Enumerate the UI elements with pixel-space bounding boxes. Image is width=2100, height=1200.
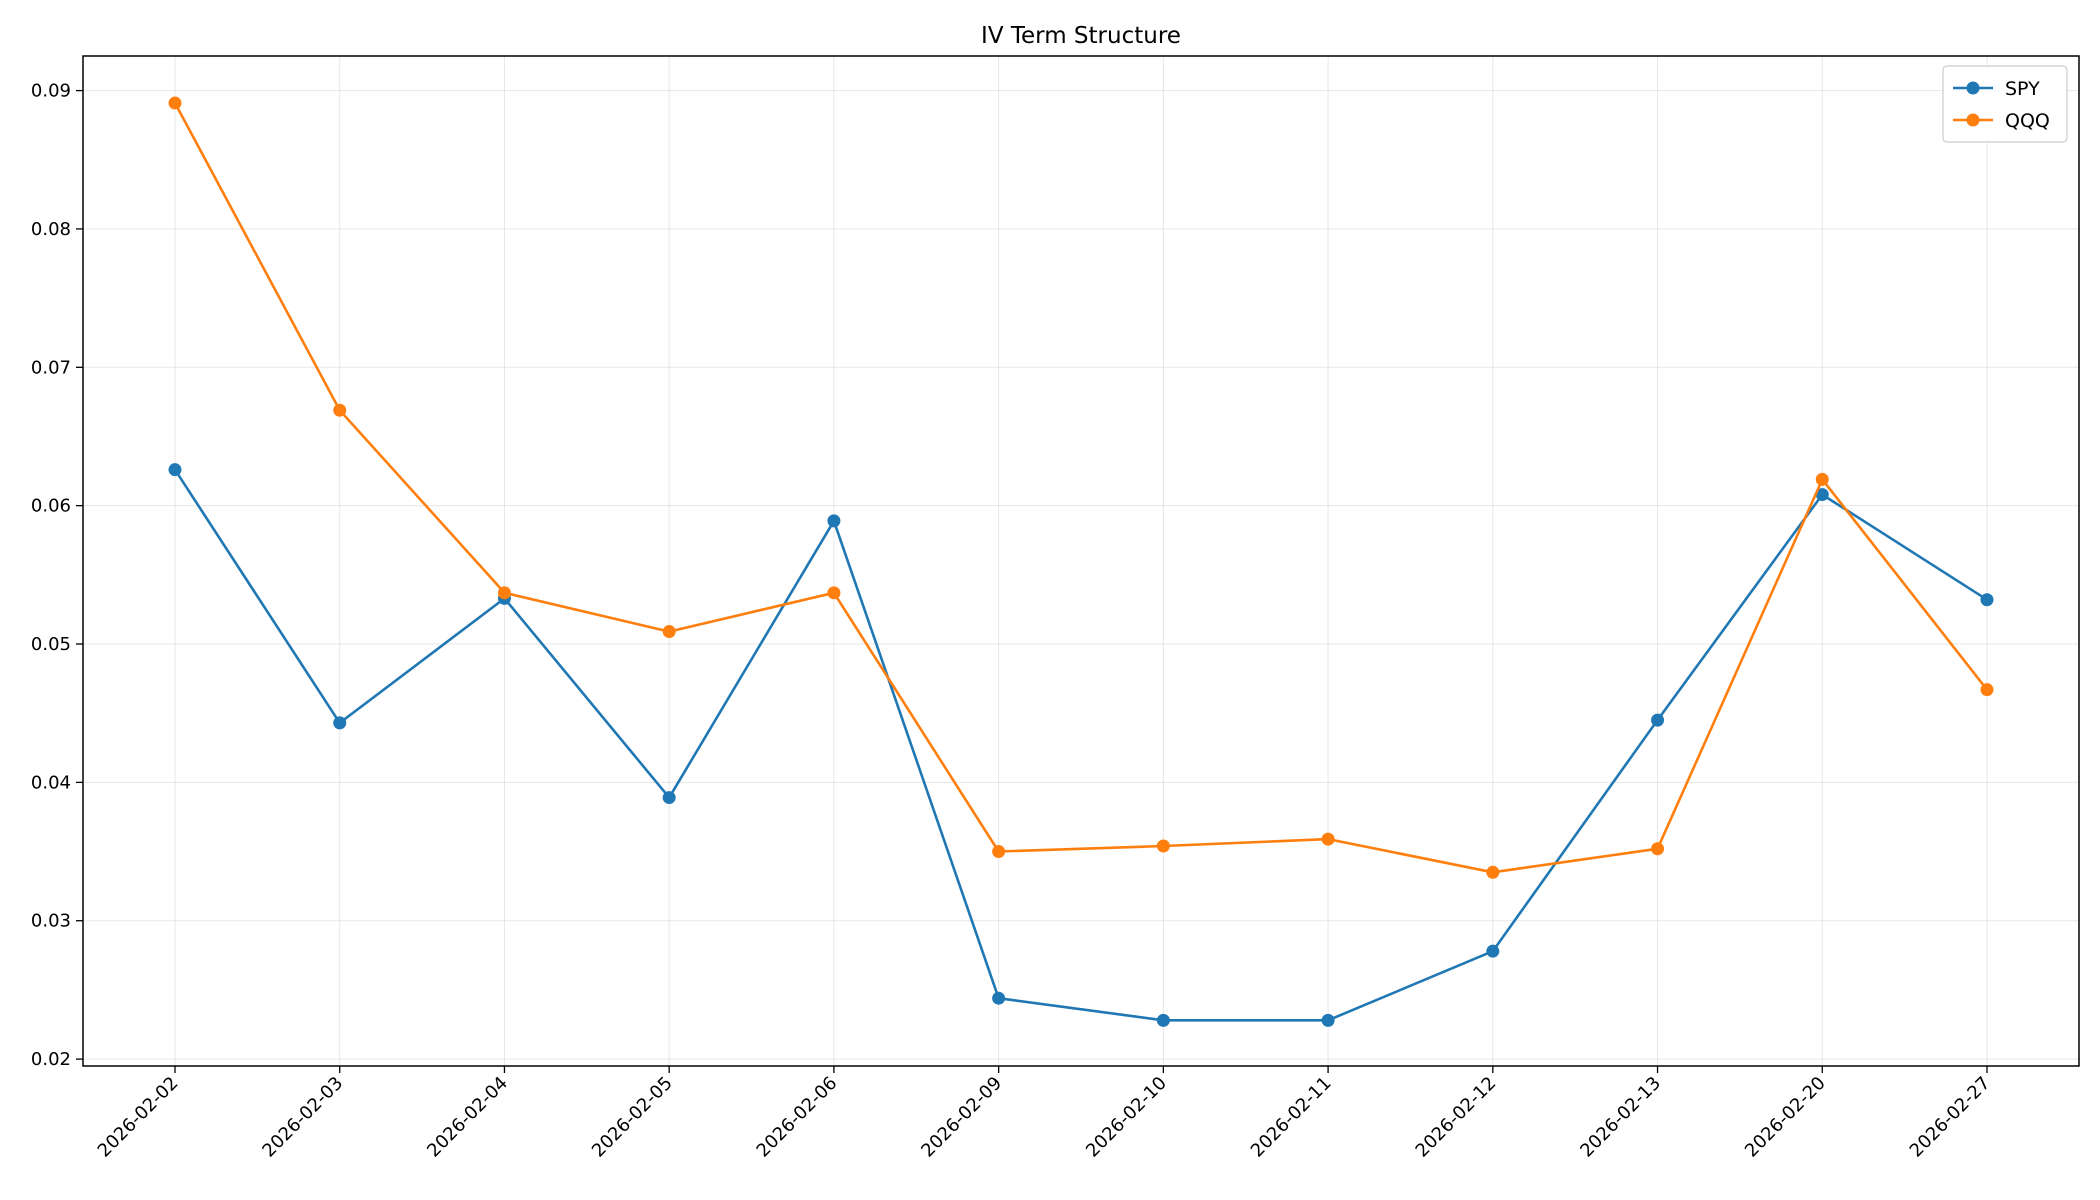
data-point-qqq (1486, 865, 1500, 879)
data-point-spy (1486, 944, 1500, 958)
plot-frame (82, 55, 2080, 1067)
data-point-qqq (827, 586, 841, 600)
data-point-qqq (333, 403, 347, 417)
y-tick-label: 0.02 (31, 1049, 71, 1070)
series-layer (168, 96, 1994, 1027)
data-point-qqq (1980, 683, 1994, 697)
data-point-qqq (1815, 472, 1829, 486)
data-point-spy (992, 991, 1006, 1005)
data-point-qqq (992, 845, 1006, 859)
data-point-spy (1980, 593, 1994, 607)
data-point-spy (1321, 1013, 1335, 1027)
legend-marker-spy (1966, 81, 1980, 95)
y-tick-label: 0.03 (31, 911, 71, 932)
y-tick-label: 0.08 (31, 219, 71, 240)
data-point-spy (662, 791, 676, 805)
data-point-spy (1815, 488, 1829, 502)
series-line-qqq (173, 102, 1989, 874)
data-point-qqq (497, 586, 511, 600)
data-point-spy (1156, 1013, 1170, 1027)
y-tick-label: 0.09 (31, 81, 71, 102)
data-point-spy (333, 716, 347, 730)
data-point-spy (827, 514, 841, 528)
legend: SPY QQQ (1942, 65, 2068, 143)
data-point-qqq (662, 625, 676, 639)
data-point-qqq (1651, 842, 1665, 856)
legend-label-qqq: QQQ (2005, 110, 2050, 132)
legend-marker-qqq (1966, 113, 1980, 127)
y-tick-label: 0.05 (31, 634, 71, 655)
chart-title: IV Term Structure (981, 23, 1181, 49)
y-tick-label: 0.07 (31, 357, 71, 378)
grid-lines (83, 56, 2079, 1066)
legend-label-spy: SPY (2005, 78, 2040, 100)
data-point-qqq (168, 96, 182, 110)
data-point-qqq (1321, 832, 1335, 846)
y-axis: 0.02 0.03 0.04 0.05 0.06 0.07 0.08 0.09 (31, 81, 83, 1070)
y-tick-label: 0.04 (31, 772, 71, 793)
y-tick-label: 0.06 (31, 496, 71, 517)
data-point-spy (168, 463, 182, 477)
series-line-spy (173, 468, 1988, 1022)
data-point-spy (1651, 713, 1665, 727)
data-point-qqq (1156, 839, 1170, 853)
